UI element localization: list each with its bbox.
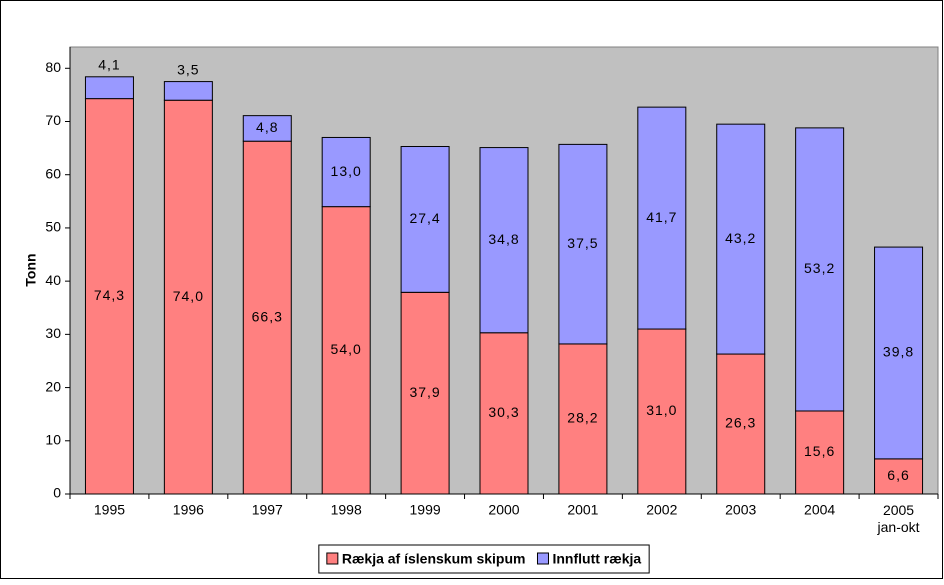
value-label: 66,3 bbox=[252, 308, 283, 324]
value-label: 6,6 bbox=[887, 467, 909, 483]
legend-swatch bbox=[536, 552, 549, 565]
x-tick-label: 1996 bbox=[173, 502, 204, 518]
x-tick-label: 2005 jan-okt bbox=[877, 502, 920, 535]
value-label: 39,8 bbox=[883, 344, 914, 360]
value-label: 74,0 bbox=[173, 288, 204, 304]
value-label: 3,5 bbox=[177, 61, 199, 77]
value-label: 26,3 bbox=[725, 415, 756, 431]
x-tick-label: 2004 bbox=[804, 502, 835, 518]
bar-segment bbox=[874, 246, 924, 460]
value-label: 15,6 bbox=[804, 443, 835, 459]
legend-box bbox=[318, 544, 650, 574]
value-label: 31,0 bbox=[646, 402, 677, 418]
value-label: 30,3 bbox=[488, 404, 519, 420]
bar-segment bbox=[242, 115, 292, 142]
bar-segment bbox=[479, 147, 529, 334]
value-label: 28,2 bbox=[567, 410, 598, 426]
y-tick-label: 30 bbox=[45, 325, 61, 341]
x-tick-label: 2000 bbox=[488, 502, 519, 518]
value-label: 4,1 bbox=[98, 57, 120, 73]
bar-segment bbox=[716, 353, 766, 495]
legend-swatch bbox=[326, 552, 339, 565]
bar-segment bbox=[321, 206, 371, 495]
y-tick-label: 70 bbox=[45, 112, 61, 128]
x-tick-label: 2003 bbox=[725, 502, 756, 518]
bar-segment bbox=[558, 343, 608, 495]
value-label: 41,7 bbox=[646, 209, 677, 225]
y-tick-label: 40 bbox=[45, 272, 61, 288]
x-tick-label: 1997 bbox=[252, 502, 283, 518]
bar-segment bbox=[637, 106, 687, 330]
value-label: 37,5 bbox=[567, 235, 598, 251]
y-tick-label: 60 bbox=[45, 165, 61, 181]
bar-segment bbox=[795, 410, 845, 495]
value-label: 13,0 bbox=[331, 163, 362, 179]
bar-segment bbox=[795, 127, 845, 412]
bar-segment bbox=[716, 123, 766, 355]
value-label: 34,8 bbox=[488, 231, 519, 247]
value-label: 37,9 bbox=[409, 384, 440, 400]
bar-segment bbox=[400, 291, 450, 495]
bar-segment bbox=[321, 136, 371, 208]
bar-segment bbox=[163, 81, 213, 101]
value-label: 74,3 bbox=[94, 287, 125, 303]
bar-segment bbox=[84, 98, 134, 495]
y-tick-label: 0 bbox=[53, 485, 61, 501]
bar-segment bbox=[400, 146, 450, 293]
x-tick-label: 1998 bbox=[331, 502, 362, 518]
value-label: 53,2 bbox=[804, 260, 835, 276]
x-tick-label: 2001 bbox=[567, 502, 598, 518]
value-label: 54,0 bbox=[331, 341, 362, 357]
x-tick-label: 2002 bbox=[646, 502, 677, 518]
bar-segment bbox=[84, 76, 134, 100]
y-axis-label: Tonn bbox=[23, 253, 39, 286]
y-tick-label: 50 bbox=[45, 219, 61, 235]
bar-segment bbox=[558, 143, 608, 345]
legend-label: Innflutt rækja bbox=[552, 551, 641, 567]
x-tick-label: 1999 bbox=[410, 502, 441, 518]
y-tick-label: 80 bbox=[45, 59, 61, 75]
bar-segment bbox=[242, 140, 292, 495]
value-label: 43,2 bbox=[725, 230, 756, 246]
legend-label: Rækja af íslenskum skipum bbox=[342, 551, 526, 567]
x-tick-label: 1995 bbox=[94, 502, 125, 518]
y-tick-label: 20 bbox=[45, 378, 61, 394]
y-tick-label: 10 bbox=[45, 431, 61, 447]
value-label: 4,8 bbox=[256, 119, 278, 135]
value-label: 27,4 bbox=[409, 210, 440, 226]
bar-segment bbox=[163, 99, 213, 495]
